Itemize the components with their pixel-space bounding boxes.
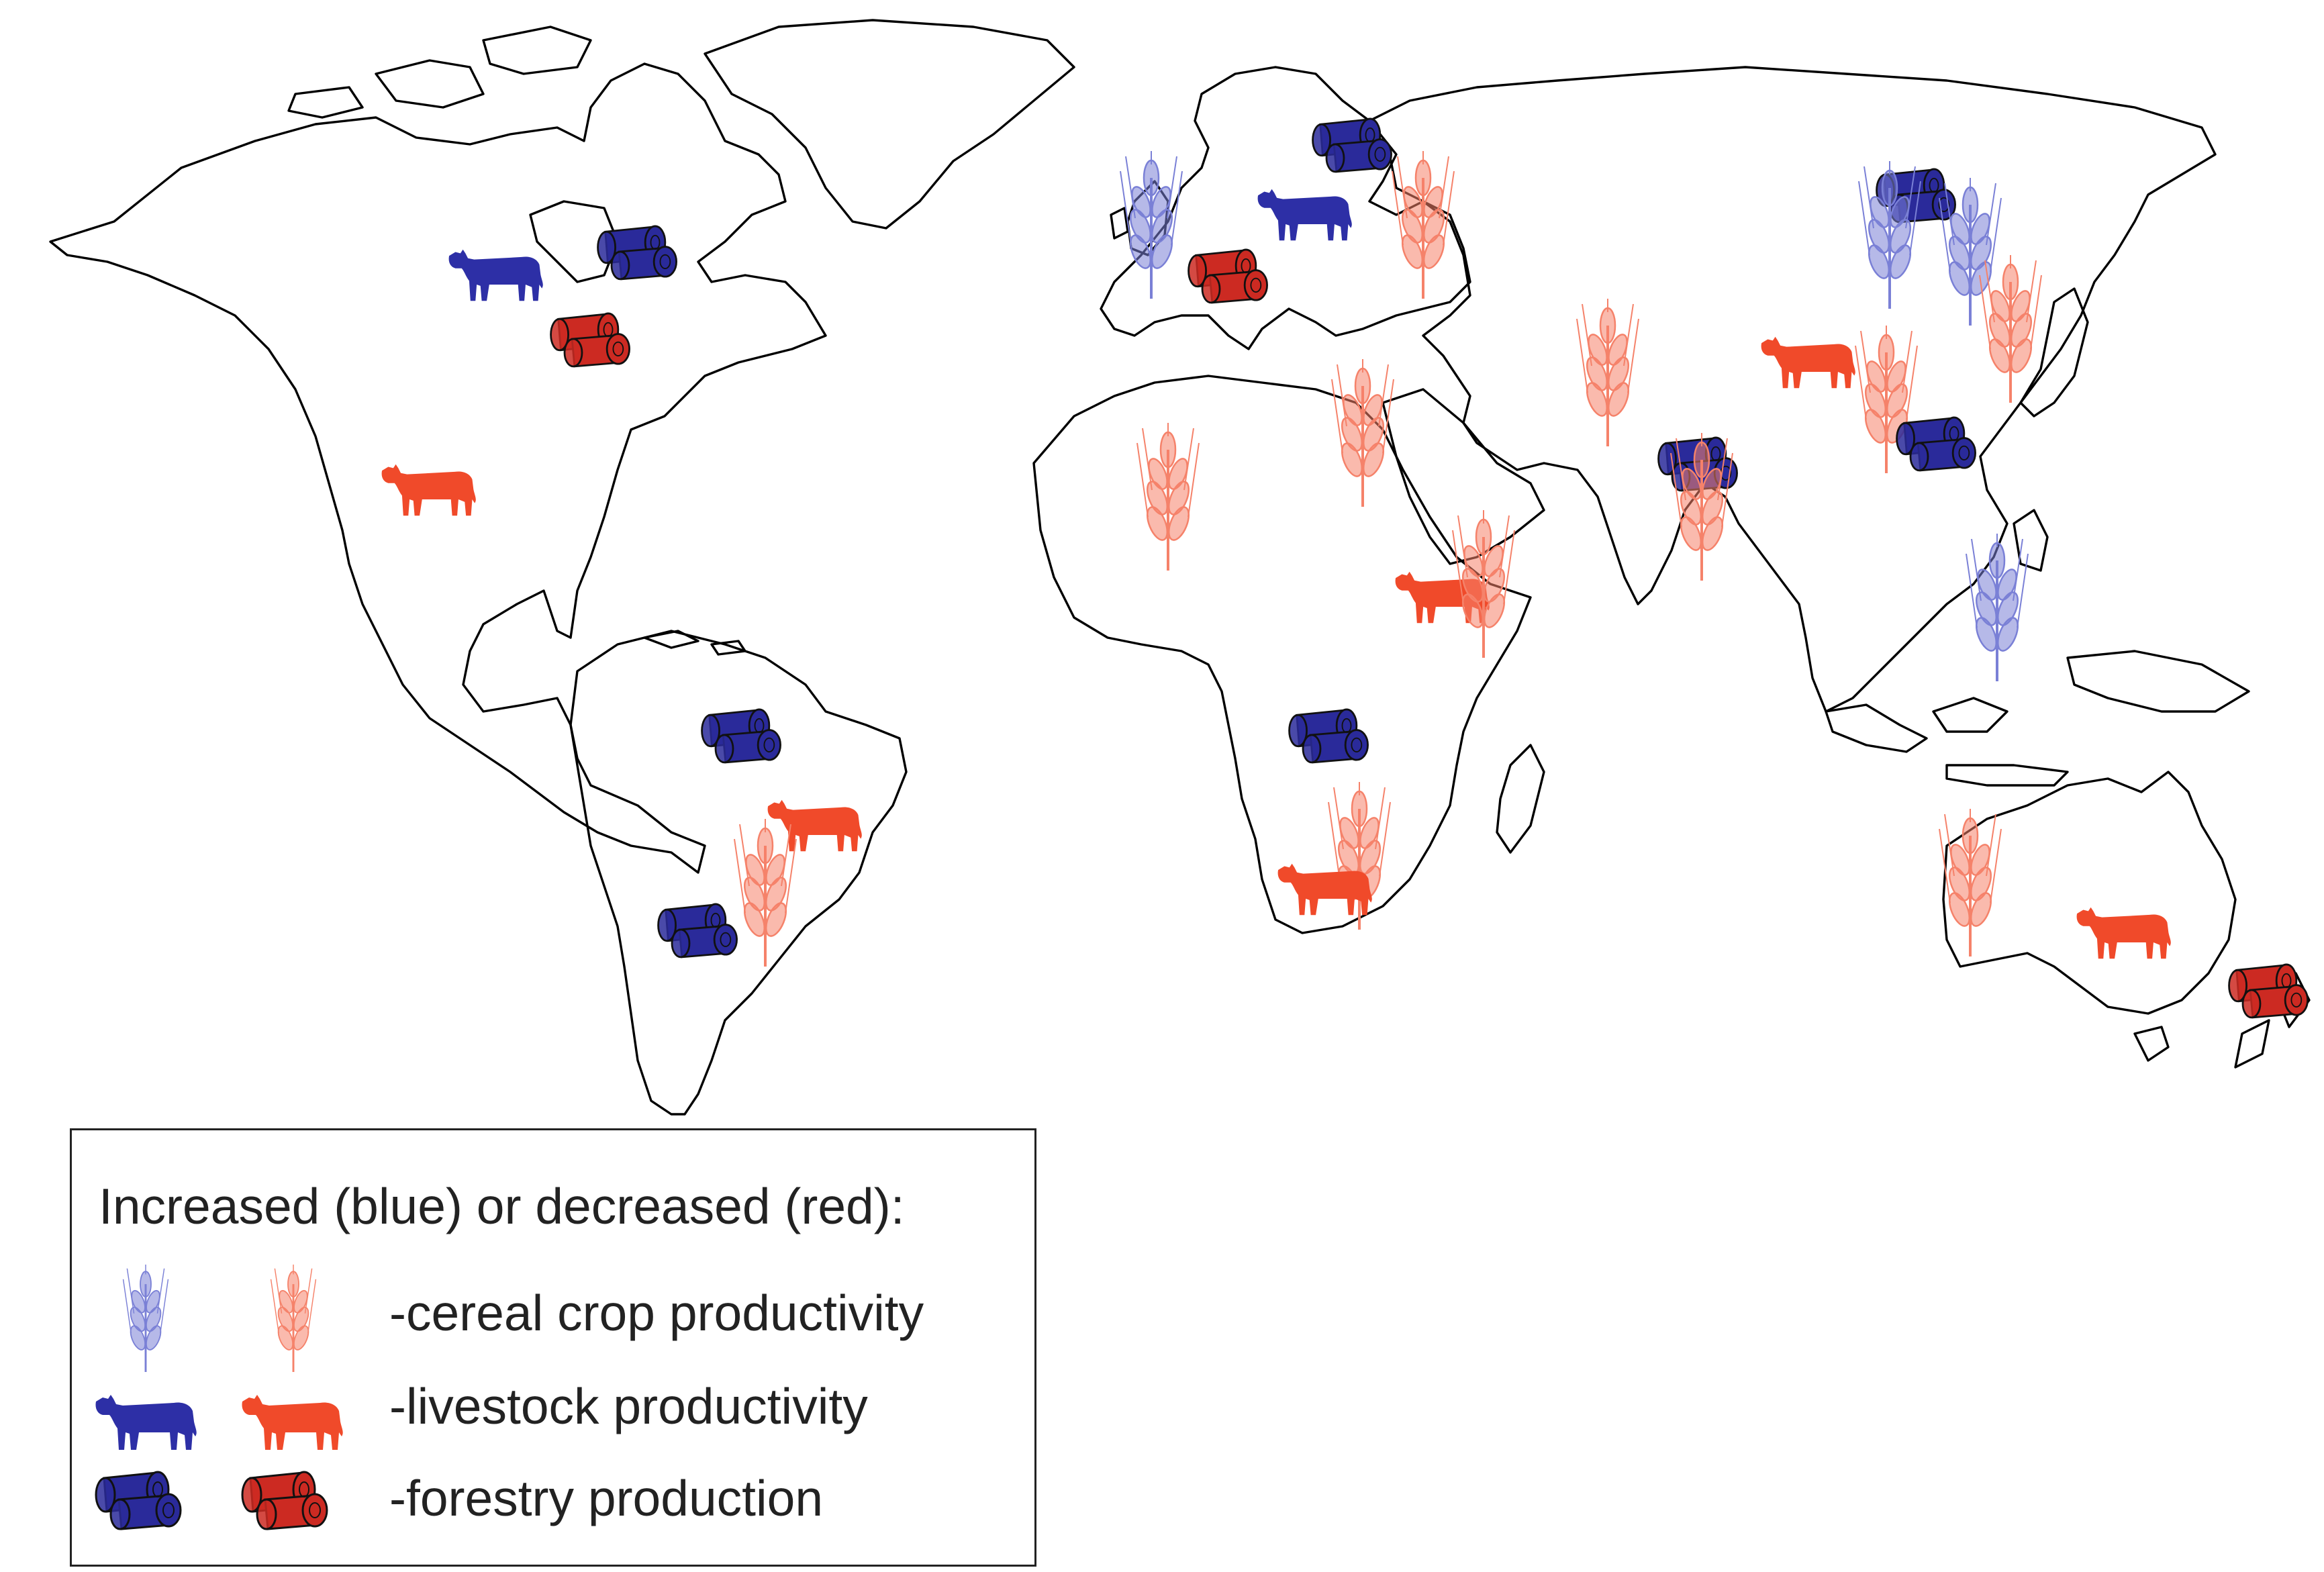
hudson-bay-coast [529, 200, 619, 283]
indonesia-coast [1825, 509, 2250, 787]
legend-label-cereal: -cereal crop productivity [389, 1285, 924, 1341]
legend-label-livestock: -livestock productivity [389, 1378, 868, 1434]
legend-logs-increased-icon [95, 1471, 182, 1530]
increased-forestry-logs-icon [1312, 117, 1392, 173]
decreased-livestock-cow-icon [1277, 863, 1372, 916]
legend-label-forestry: -forestry production [389, 1470, 824, 1526]
madagascar-coast [1496, 744, 1545, 854]
decreased-livestock-cow-icon [1761, 336, 1855, 389]
greenland-coast [704, 19, 1075, 230]
decreased-livestock-cow-icon [381, 464, 476, 516]
coastlines [49, 19, 2311, 1116]
map-markers [381, 117, 2309, 1019]
decreased-cereal-wheat-icon [1938, 807, 2002, 958]
decreased-cereal-wheat-icon [1576, 297, 1640, 448]
decreased-forestry-logs-icon [2228, 963, 2309, 1019]
decreased-cereal-wheat-icon [1136, 422, 1200, 572]
asia-coast [1368, 66, 2217, 713]
increased-forestry-logs-icon [1288, 708, 1369, 764]
australia-coast [1942, 771, 2237, 1015]
legend-title: Increased (blue) or decreased (red): [99, 1178, 905, 1234]
increased-livestock-cow-icon [448, 249, 543, 301]
legend-cow-increased-icon [95, 1395, 197, 1450]
decreased-livestock-cow-icon [2076, 907, 2171, 959]
legend-wheat-increased-icon [122, 1265, 169, 1372]
legend: Increased (blue) or decreased (red): -ce… [70, 1128, 1036, 1567]
increased-forestry-logs-icon [657, 903, 738, 959]
decreased-forestry-logs-icon [550, 312, 630, 368]
increased-livestock-cow-icon [1257, 189, 1352, 241]
japan-coast [2019, 287, 2089, 417]
increased-cereal-wheat-icon [1119, 150, 1183, 300]
decreased-livestock-cow-icon [767, 799, 862, 852]
arabia-coast [1382, 388, 1545, 565]
arctic-islands-coast [287, 26, 592, 119]
caribbean-coast [643, 630, 746, 656]
decreased-forestry-logs-icon [1188, 248, 1268, 304]
legend-logs-decreased-icon [241, 1471, 328, 1530]
increased-forestry-logs-icon [597, 225, 677, 281]
tasmania-coast [2133, 1026, 2170, 1062]
legend-cow-decreased-icon [242, 1395, 343, 1450]
legend-wheat-decreased-icon [270, 1265, 317, 1372]
north-america-coast [49, 62, 827, 874]
increased-forestry-logs-icon [1896, 416, 1976, 472]
increased-forestry-logs-icon [701, 708, 781, 764]
africa-coast [1032, 375, 1532, 934]
decreased-cereal-wheat-icon [1391, 150, 1455, 300]
decreased-cereal-wheat-icon [733, 818, 797, 968]
south-america-coast [569, 630, 908, 1116]
